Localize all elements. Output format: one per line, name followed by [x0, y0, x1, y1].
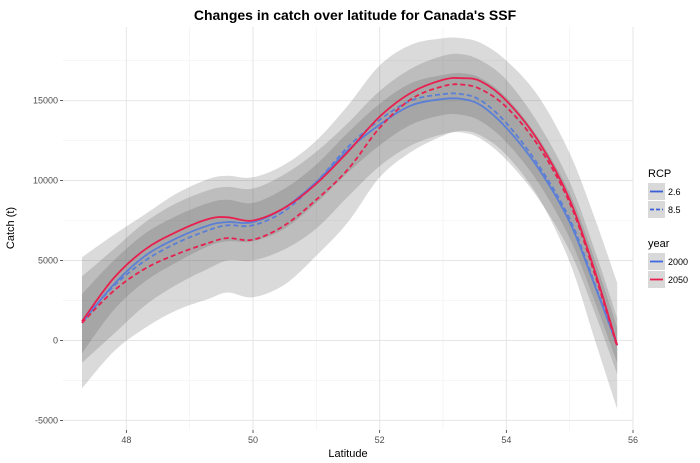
legend-title-rcp: RCP: [648, 168, 671, 180]
x-axis-title: Latitude: [328, 448, 367, 460]
x-tick-label: 52: [375, 435, 385, 445]
x-tick-label: 50: [248, 435, 258, 445]
y-tick-label: 0: [53, 335, 58, 345]
y-axis-title: Catch (t): [5, 207, 17, 249]
x-tick-label: 54: [501, 435, 511, 445]
legend-label-rcp: 8.5: [668, 205, 681, 215]
confidence-band: [82, 37, 618, 410]
confidence-bands: [82, 37, 618, 410]
confidence-band: [82, 73, 618, 363]
confidence-band: [82, 53, 618, 375]
chart-title: Changes in catch over latitude for Canad…: [194, 7, 517, 23]
x-axis-ticks: 48 50 52 54 56: [121, 430, 638, 445]
legend-label-rcp: 2.6: [668, 187, 681, 197]
legend-label-year: 2000: [668, 257, 688, 267]
x-tick-label: 56: [628, 435, 638, 445]
series-line-2000-2-6: [81, 97, 619, 346]
y-tick-label: 5000: [38, 255, 58, 265]
x-tick-label: 48: [121, 435, 131, 445]
y-tick-label: 10000: [33, 176, 58, 186]
y-axis-ticks: -5000 0 5000 10000 15000: [33, 96, 63, 425]
series-line-2050-2-6: [81, 77, 619, 346]
y-tick-label: -5000: [35, 415, 58, 425]
series-lines: [81, 77, 619, 348]
plot-panel: [63, 27, 633, 430]
legend-title-year: year: [648, 238, 670, 250]
legend-label-year: 2050: [668, 275, 688, 285]
y-tick-label: 15000: [33, 96, 58, 106]
legend: RCP 2.6 8.5 year 2000 2050: [648, 168, 688, 288]
series-line-2050-8-5: [81, 83, 619, 348]
